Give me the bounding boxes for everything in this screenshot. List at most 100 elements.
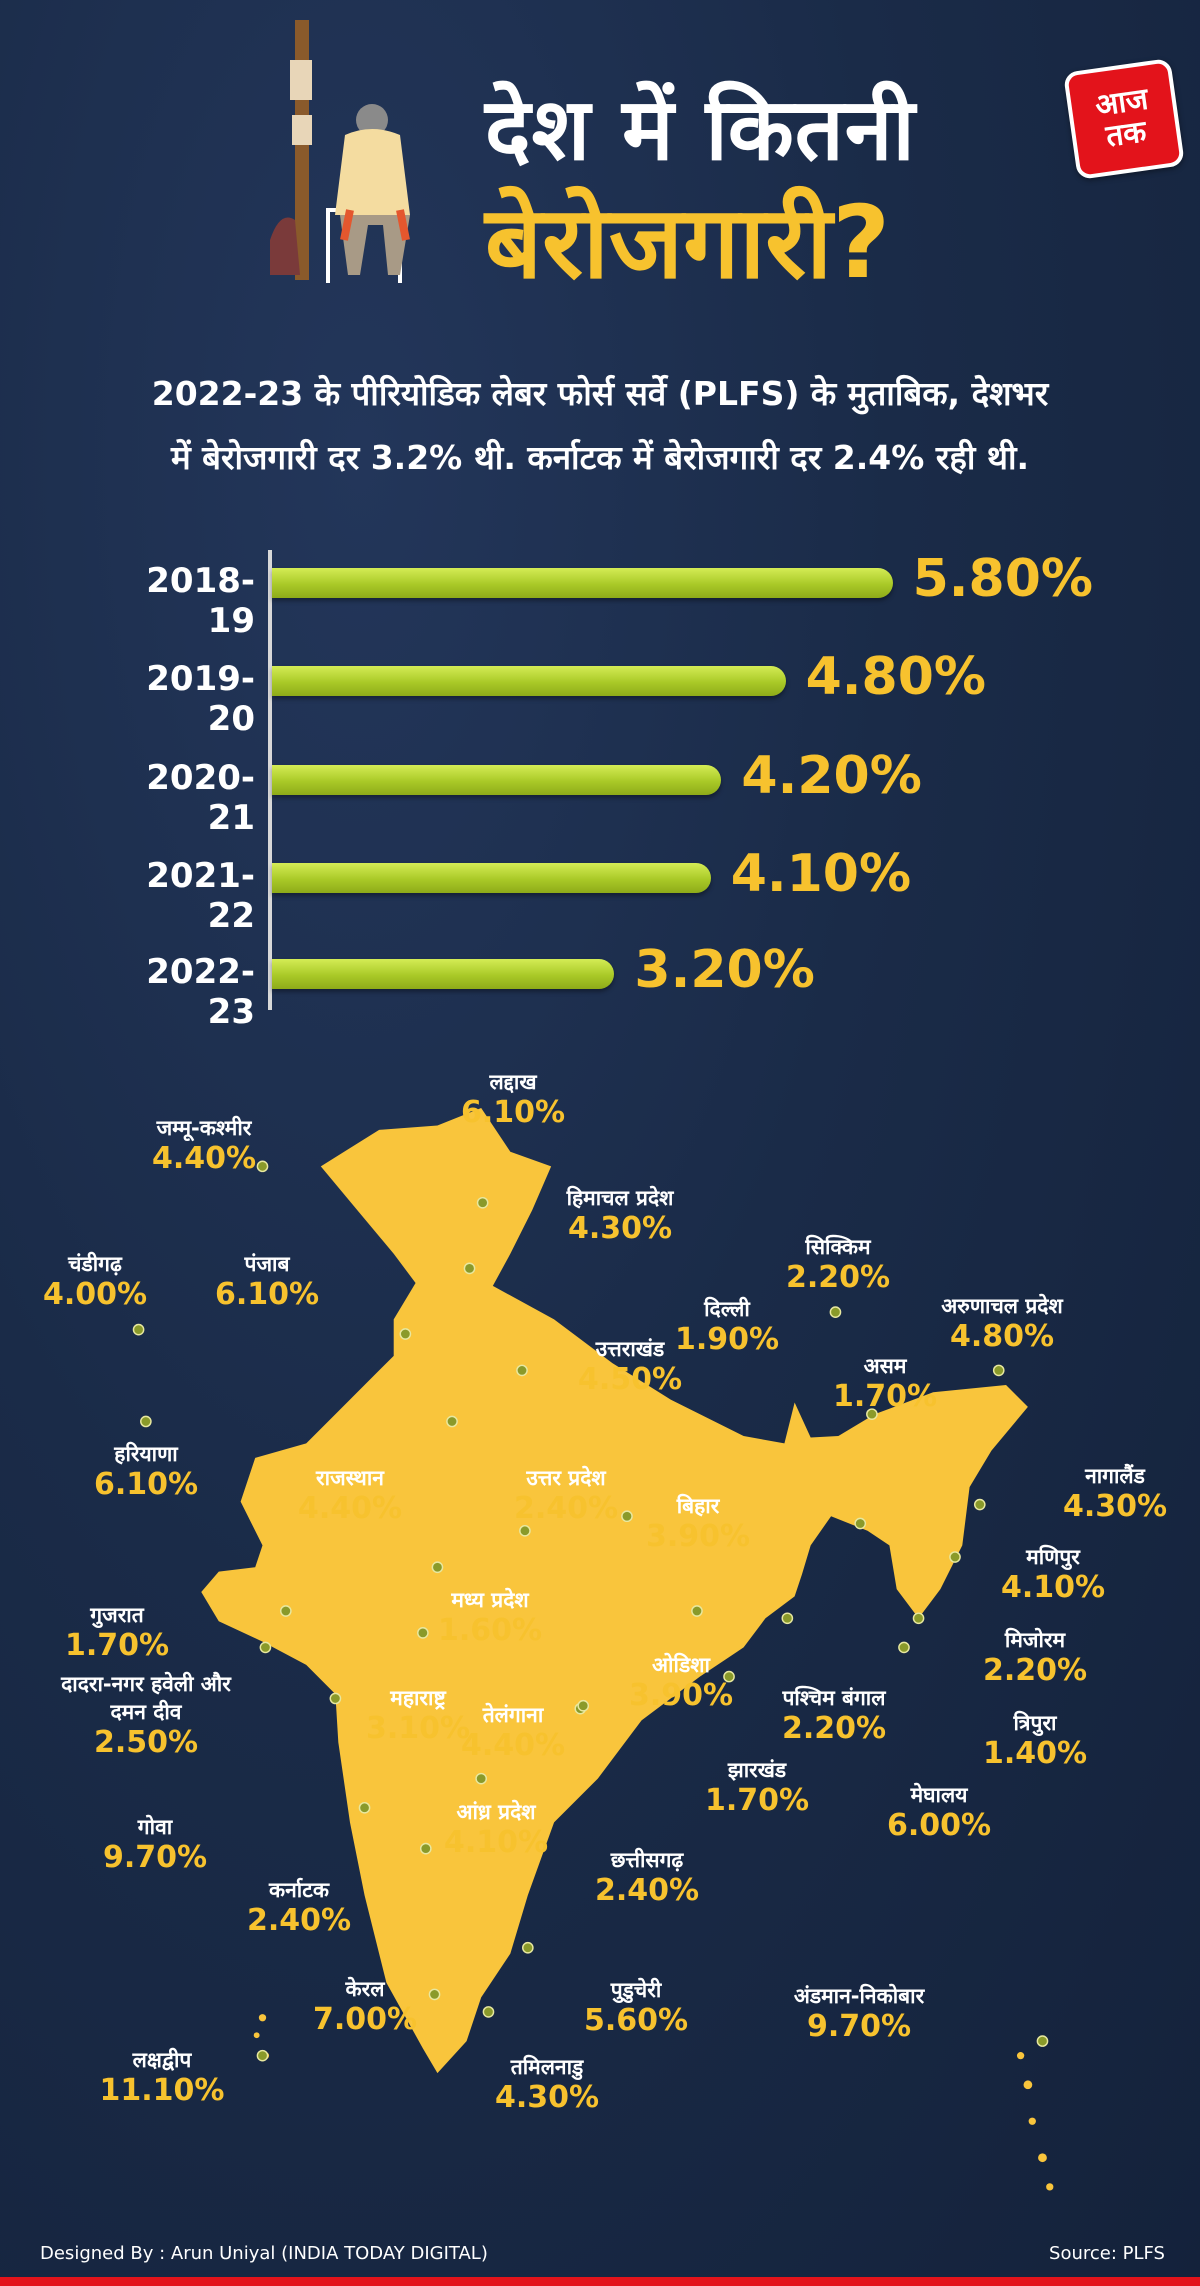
state-name: उत्तर प्रदेश (526, 1466, 606, 1490)
state-label: पुडुचेरी 5.60% (584, 1976, 688, 2038)
state-value: 1.40% (982, 1736, 1088, 1771)
state-label: नागालैंड 4.30% (1063, 1462, 1167, 1524)
state-value: 11.10% (99, 2073, 225, 2108)
state-label: मेघालय 6.00% (887, 1781, 991, 1843)
state-marker (1036, 2035, 1049, 2047)
state-name: मिजोरम (1004, 1628, 1066, 1652)
state-name: त्रिपुरा (1013, 1711, 1057, 1735)
state-name: केरल (345, 1977, 385, 2001)
state-label: गुजरात 1.70% (65, 1601, 169, 1663)
state-marker (482, 2006, 495, 2018)
state-marker (256, 2049, 269, 2062)
state-label: कर्नाटक 2.40% (247, 1876, 351, 1938)
state-value: 4.40% (151, 1141, 257, 1176)
title-line-1: देश में कितनी (485, 80, 916, 180)
bar (272, 568, 893, 598)
bar-category-label: 2019-20 (146, 659, 255, 739)
state-name: गोवा (137, 1815, 173, 1839)
state-value: 4.40% (297, 1491, 403, 1526)
state-name: दादरा-नगर हवेली और दमन दीव (61, 1672, 231, 1724)
state-label: लद्दाख 6.10% (461, 1068, 565, 1130)
state-value: 6.10% (214, 1277, 320, 1312)
bar (272, 959, 615, 989)
state-name: मध्य प्रदेश (451, 1588, 529, 1612)
designer-credit: Designed By : Arun Uniyal (INDIA TODAY D… (40, 2243, 488, 2264)
state-value: 1.70% (64, 1628, 170, 1663)
bar-value-label: 5.80% (912, 549, 1093, 609)
state-label: पंजाब 6.10% (215, 1250, 319, 1312)
state-name: असम (863, 1354, 907, 1378)
state-marker (577, 1699, 590, 1712)
state-name: अंडमान-निकोबार (793, 1984, 925, 2008)
state-marker (866, 1408, 878, 1421)
state-value: 2.40% (594, 1873, 700, 1908)
unemployed-man-illustration (270, 20, 410, 283)
state-value: 2.20% (785, 1260, 891, 1295)
state-marker (522, 1941, 534, 1954)
state-name: झारखंड (727, 1758, 787, 1782)
state-name: नागालैंड (1085, 1464, 1145, 1488)
state-value: 3.90% (628, 1678, 734, 1713)
state-label: असम 1.70% (833, 1352, 937, 1414)
state-label: तेलंगाना 4.40% (461, 1701, 565, 1763)
state-label: पश्चिम बंगाल 2.20% (782, 1684, 886, 1746)
state-value: 6.10% (93, 1467, 199, 1502)
state-value: 9.70% (102, 1840, 208, 1875)
state-marker (973, 1498, 986, 1511)
state-name: लद्दाख (489, 1070, 537, 1094)
state-name: महाराष्ट्र (390, 1686, 446, 1710)
state-value: 7.00% (312, 2002, 418, 2037)
state-marker (417, 1627, 429, 1639)
state-value: 4.10% (1000, 1570, 1106, 1605)
state-label: बिहार 3.90% (646, 1492, 750, 1554)
state-name: हरियाणा (114, 1442, 178, 1466)
india-map-shape (201, 1108, 1028, 2074)
state-name: कर्नाटक (269, 1878, 329, 1902)
state-marker (829, 1306, 842, 1318)
state-value: 2.20% (982, 1653, 1088, 1688)
state-marker (256, 1160, 269, 1173)
state-marker (358, 1801, 371, 1814)
state-marker (854, 1517, 867, 1530)
state-name: अरुणाचल प्रदेश (941, 1294, 1063, 1318)
state-value: 1.90% (674, 1322, 780, 1357)
intro-line-1: 2022-23 के पीरियोडिक लेबर फोर्स सर्वे (P… (151, 374, 1049, 413)
bar-value-label: 4.80% (805, 647, 986, 707)
state-value: 2.40% (513, 1491, 619, 1526)
state-label: मध्य प्रदेश 1.60% (438, 1586, 542, 1648)
state-label: मणिपुर 4.10% (1001, 1543, 1105, 1605)
state-label: छत्तीसगढ़ 2.40% (595, 1846, 699, 1908)
state-name: चंडीगढ़ (68, 1252, 122, 1276)
state-marker (781, 1612, 794, 1625)
bar-category-label: 2021-22 (146, 856, 255, 936)
state-name: पंजाब (244, 1252, 290, 1276)
state-label: तमिलनाडु 4.30% (495, 2053, 599, 2115)
state-marker (912, 1612, 925, 1625)
state-value: 9.70% (806, 2009, 912, 2044)
state-value: 3.90% (645, 1519, 751, 1554)
state-label: दिल्ली 1.90% (675, 1295, 779, 1357)
bar-value-label: 4.10% (730, 844, 912, 904)
bar-value-label: 3.20% (634, 940, 815, 1000)
bar (272, 765, 722, 795)
state-marker (516, 1364, 528, 1377)
intro-line-2: में बेरोजगारी दर 3.2% थी. कर्नाटक में बे… (170, 438, 1030, 477)
state-marker (431, 1561, 444, 1574)
state-label: अंडमान-निकोबार 9.70% (794, 1982, 924, 2044)
state-value: 4.30% (1062, 1489, 1168, 1524)
state-name: हिमाचल प्रदेश (566, 1186, 674, 1210)
state-label: अरुणाचल प्रदेश 4.80% (941, 1292, 1063, 1354)
state-name: तेलंगाना (482, 1703, 544, 1727)
state-label: उत्तराखंड 4.50% (578, 1335, 682, 1397)
state-marker (329, 1692, 342, 1705)
state-label: गोवा 9.70% (103, 1813, 207, 1875)
bar-category-label: 2020-21 (146, 758, 255, 838)
bar-category-label: 2022-23 (146, 952, 255, 1032)
state-value: 4.40% (460, 1728, 566, 1763)
state-value: 5.60% (583, 2003, 689, 2038)
state-label: सिक्किम 2.20% (786, 1233, 890, 1295)
state-marker (475, 1772, 488, 1785)
state-label: महाराष्ट्र 3.10% (366, 1684, 470, 1746)
title-line-2: बेरोजगारी? (485, 184, 891, 301)
